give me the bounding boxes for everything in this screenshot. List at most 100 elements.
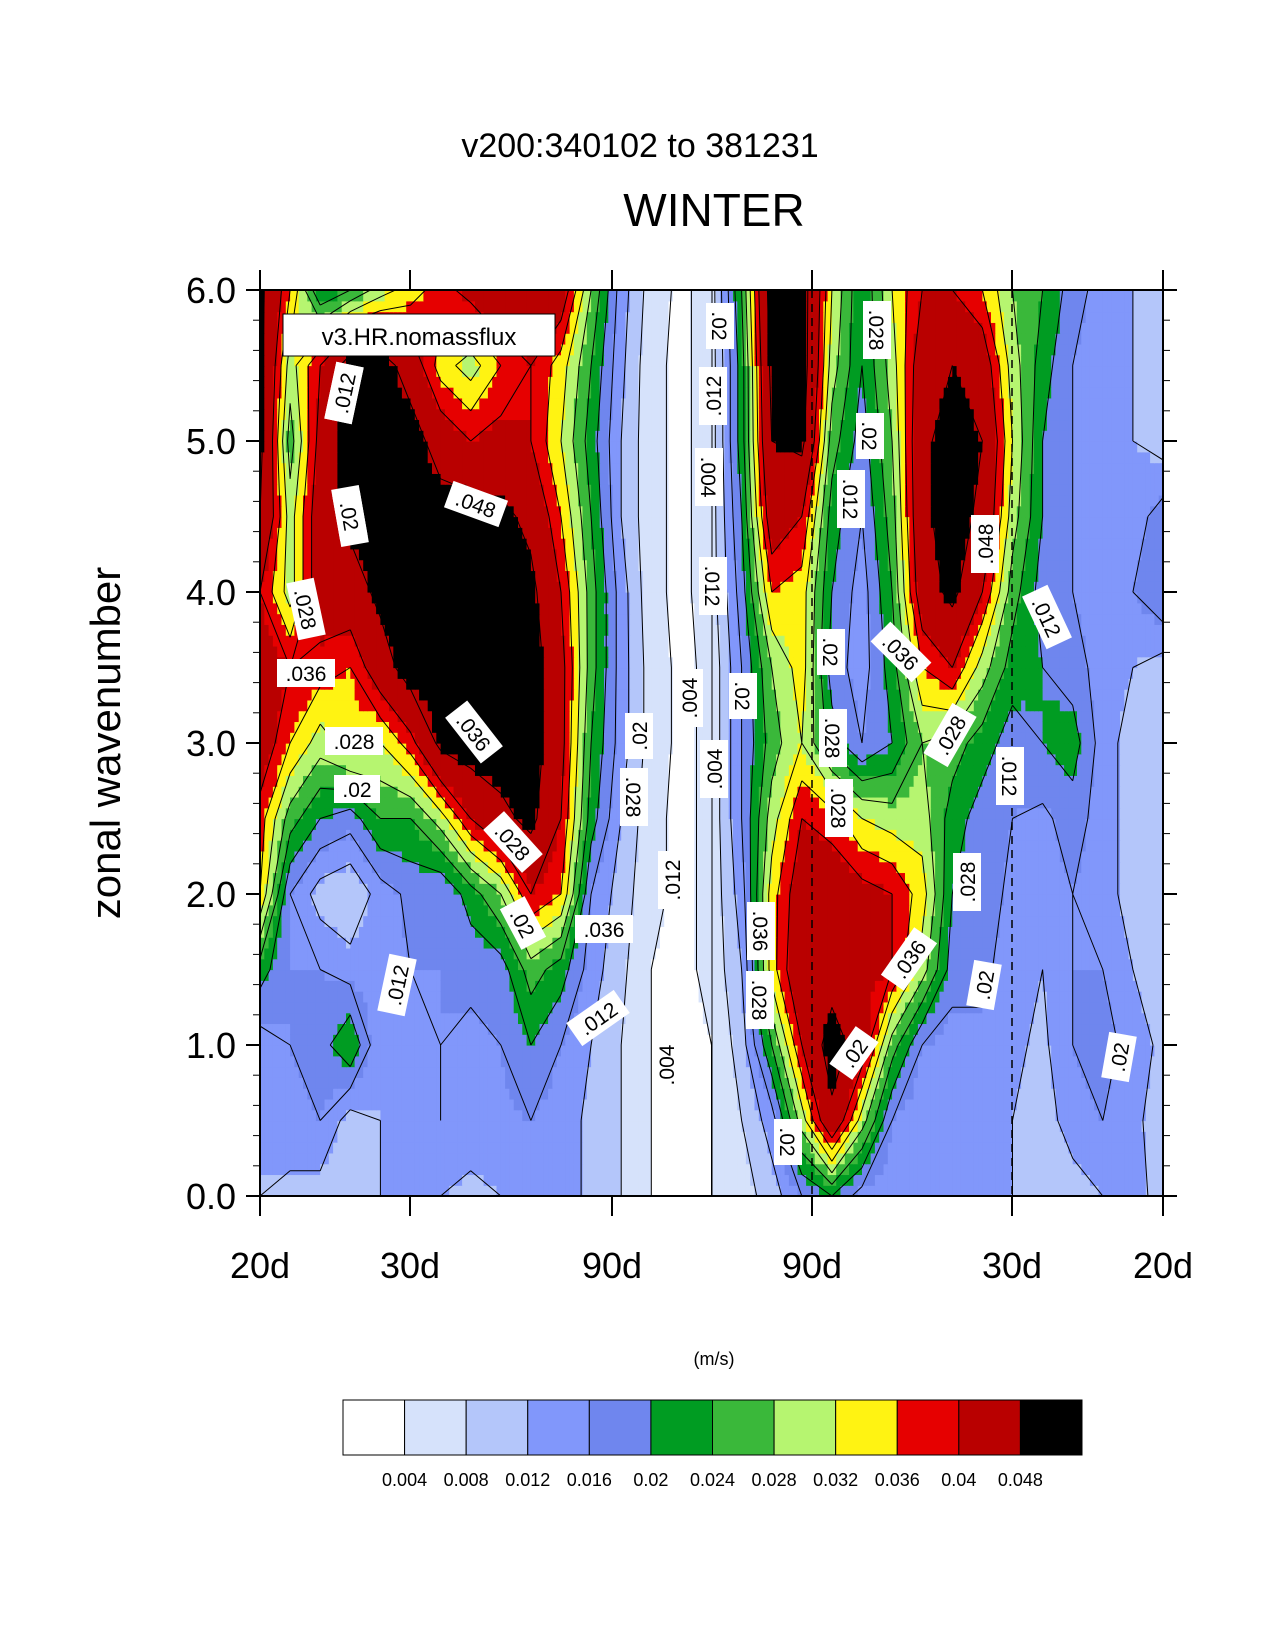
- contour-cell: [1025, 1185, 1031, 1196]
- contour-cell: [1003, 1077, 1009, 1089]
- contour-cell: [453, 969, 459, 981]
- contour-cell: [1034, 1034, 1039, 1046]
- contour-cell: [870, 1174, 876, 1186]
- contour-cell: [466, 1034, 472, 1046]
- contour-cell: [677, 969, 682, 981]
- contour-cell: [303, 1174, 308, 1186]
- contour-cell: [285, 1152, 291, 1165]
- contour-cell: [526, 969, 532, 981]
- contour-cell: [333, 1131, 338, 1143]
- contour-cell: [728, 1055, 734, 1068]
- contour-cell: [1042, 1109, 1048, 1122]
- contour-cell: [1059, 969, 1065, 981]
- contour-cell: [874, 1163, 880, 1176]
- contour-cell: [363, 1185, 369, 1196]
- contour-cell: [840, 980, 846, 992]
- contour-cell: [393, 1055, 399, 1068]
- contour-cell: [414, 1012, 420, 1025]
- contour-cell: [518, 991, 523, 1003]
- contour-cell: [552, 915, 558, 927]
- contour-cell: [836, 1023, 842, 1035]
- contour-cell: [707, 1120, 713, 1132]
- contour-cell: [599, 1055, 605, 1068]
- contour-cell: [513, 1001, 519, 1014]
- contour-cell: [1107, 1109, 1112, 1122]
- contour-cell: [591, 904, 596, 917]
- contour-cell: [561, 1174, 566, 1186]
- contour-cell: [1098, 1077, 1104, 1089]
- contour-cell: [870, 1001, 876, 1014]
- contour-cell: [771, 991, 777, 1003]
- contour-cell: [384, 904, 390, 917]
- contour-cell: [913, 1120, 919, 1132]
- contour-cell: [638, 1023, 644, 1035]
- contour-cell: [556, 1001, 562, 1014]
- contour-cell: [324, 1066, 330, 1078]
- contour-cell: [836, 1142, 842, 1154]
- contour-cell: [896, 1034, 902, 1046]
- contour-cell: [879, 1098, 885, 1111]
- contour-cell: [973, 1055, 979, 1068]
- contour-cell: [337, 1174, 343, 1186]
- contour-cell: [844, 1088, 850, 1100]
- contour-cell: [505, 894, 510, 906]
- contour-cell: [960, 980, 966, 992]
- contour-cell: [685, 1098, 691, 1111]
- contour-cell: [298, 991, 304, 1003]
- contour-cell: [629, 1185, 635, 1196]
- contour-cell: [763, 1098, 768, 1111]
- contour-cell: [887, 980, 893, 992]
- contour-cell: [264, 1098, 270, 1111]
- contour-cell: [582, 1001, 588, 1014]
- contour-cell: [1111, 1098, 1117, 1111]
- contour-cell: [496, 1152, 502, 1165]
- contour-cell: [922, 1131, 928, 1143]
- contour-cell: [969, 1077, 975, 1089]
- contour-cell: [578, 1088, 584, 1100]
- contour-cell: [1124, 1120, 1130, 1132]
- contour-cell: [960, 1174, 966, 1186]
- contour-cell: [836, 980, 842, 992]
- contour-cell: [260, 1077, 265, 1089]
- contour-cell: [745, 1055, 751, 1068]
- contour-cell: [1059, 1055, 1065, 1068]
- contour-cell: [604, 1120, 609, 1132]
- contour-cell: [711, 1088, 717, 1100]
- contour-cell: [1008, 1023, 1014, 1035]
- contour-cell: [806, 1174, 811, 1186]
- contour-cell: [436, 980, 442, 992]
- contour-cell: [1034, 1045, 1039, 1057]
- contour-cell: [582, 1152, 588, 1165]
- contour-cell: [1038, 1034, 1044, 1046]
- contour-cell: [346, 1098, 351, 1111]
- contour-cell: [943, 991, 949, 1003]
- contour-cell: [621, 1045, 627, 1057]
- contour-cell: [913, 991, 919, 1003]
- contour-cell: [393, 937, 399, 949]
- contour-cell: [475, 1012, 480, 1025]
- contour-cell: [715, 1152, 721, 1165]
- contour-cell: [565, 1034, 571, 1046]
- contour-cell: [453, 1055, 459, 1068]
- contour-cell: [548, 980, 553, 992]
- contour-cell: [552, 1098, 558, 1111]
- contour-cell: [754, 1152, 760, 1165]
- contour-cell: [926, 1088, 932, 1100]
- contour-cell: [303, 1152, 308, 1165]
- contour-cell: [290, 969, 295, 981]
- contour-cell: [896, 1023, 902, 1035]
- contour-cell: [965, 1034, 971, 1046]
- contour-cell: [500, 1185, 506, 1196]
- contour-cell: [900, 1185, 906, 1196]
- contour-cell: [496, 980, 502, 992]
- contour-cell: [1120, 1098, 1125, 1111]
- contour-cell: [694, 1001, 700, 1014]
- contour-cell: [595, 1077, 601, 1089]
- contour-cell: [565, 1077, 571, 1089]
- contour-cell: [427, 1001, 433, 1014]
- contour-cell: [926, 969, 932, 981]
- contour-cell: [1077, 1174, 1082, 1186]
- contour-cell: [281, 1066, 287, 1078]
- contour-cell: [552, 969, 558, 981]
- contour-cell: [578, 1045, 584, 1057]
